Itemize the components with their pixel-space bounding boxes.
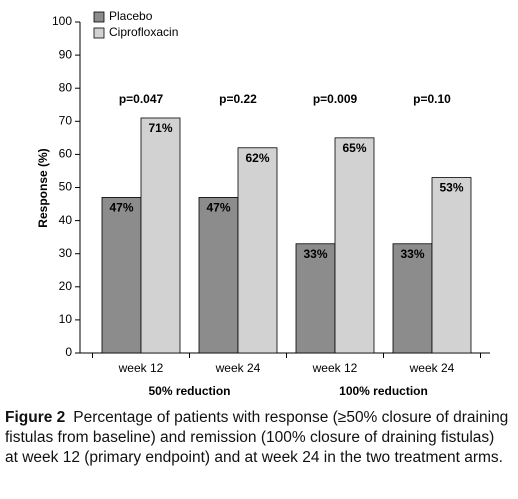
caption-label: Figure 2: [5, 409, 66, 426]
y-tick-label: 30: [59, 246, 73, 260]
group-label: 50% reduction: [148, 384, 230, 398]
legend-swatch: [93, 11, 105, 23]
annotation: p=0.009: [313, 92, 358, 106]
bar: [198, 197, 239, 354]
bar: [101, 197, 142, 354]
y-tick-label: 70: [59, 113, 73, 127]
bar: [431, 177, 472, 354]
bar: [295, 243, 336, 354]
chart: Response (%) 0 10 20 30 40 50 60 70 80 90 100 Place…: [36, 9, 490, 398]
y-tick-label: 20: [59, 279, 73, 293]
data-label: 62%: [245, 151, 269, 165]
group-label: 100% reduction: [339, 384, 428, 398]
y-axis-label: Response (%): [36, 148, 50, 227]
annotation: p=0.10: [413, 92, 451, 106]
y-tick-label: 40: [59, 213, 73, 227]
data-label: 53%: [439, 181, 463, 195]
data-label: 33%: [303, 247, 327, 261]
bar: [334, 137, 375, 354]
y-tick-label: 0: [65, 345, 72, 359]
bar: [392, 243, 433, 354]
data-label: 65%: [342, 141, 366, 155]
caption: Figure 2 Percentage of patients with resp…: [5, 408, 510, 468]
bar: [140, 117, 181, 354]
x-tick-label: week 12: [312, 361, 358, 375]
annotation: p=0.047: [119, 92, 164, 106]
x-tick-label: week 12: [118, 361, 164, 375]
legend-label: Placebo: [109, 9, 153, 23]
y-tick-label: 50: [59, 180, 73, 194]
y-tick-label: 60: [59, 147, 73, 161]
data-label: 47%: [206, 201, 230, 215]
legend-swatch: [93, 27, 105, 39]
legend-label: Ciprofloxacin: [109, 25, 178, 39]
annotation: p=0.22: [219, 92, 257, 106]
data-label: 33%: [400, 247, 424, 261]
y-tick-label: 100: [52, 14, 72, 28]
bar: [237, 147, 278, 354]
y-tick-label: 80: [59, 80, 73, 94]
x-tick-label: week 24: [409, 361, 455, 375]
y-tick-label: 90: [59, 47, 73, 61]
y-tick-label: 10: [59, 312, 73, 326]
caption-text: Percentage of patients with response (≥5…: [5, 409, 509, 466]
data-label: 47%: [109, 201, 133, 215]
x-tick-label: week 24: [215, 361, 261, 375]
data-label: 71%: [148, 121, 172, 135]
